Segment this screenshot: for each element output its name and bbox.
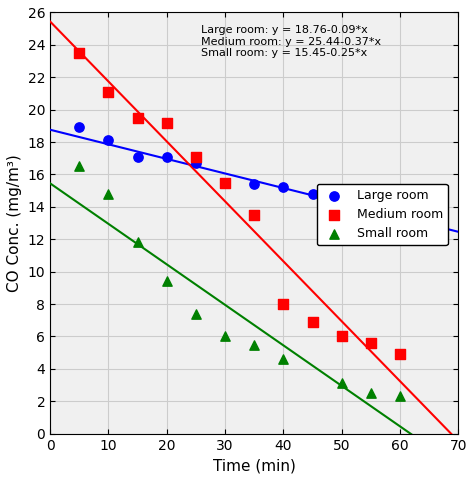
Large room [367, 200, 374, 207]
Medium room [134, 114, 141, 121]
Medium room [338, 333, 346, 340]
Medium room [396, 350, 404, 358]
Medium room [221, 179, 229, 186]
Medium room [309, 318, 316, 326]
Text: Large room: y = 18.76-0.09*x
Medium room: y = 25.44-0.37*x
Small room: y = 15.45: Large room: y = 18.76-0.09*x Medium room… [201, 25, 381, 58]
Legend: Large room, Medium room, Small room: Large room, Medium room, Small room [317, 184, 448, 245]
X-axis label: Time (min): Time (min) [213, 458, 296, 473]
Large room [338, 193, 346, 201]
Medium room [367, 339, 374, 347]
Medium room [192, 153, 200, 160]
Large room [134, 153, 141, 160]
Medium room [105, 88, 112, 96]
Large room [396, 204, 404, 212]
Large room [309, 190, 316, 198]
Large room [105, 137, 112, 144]
Small room [105, 190, 112, 198]
Large room [280, 183, 287, 191]
Medium room [280, 300, 287, 308]
Small room [338, 380, 346, 387]
Small room [134, 239, 141, 246]
Large room [75, 124, 83, 132]
Small room [280, 355, 287, 363]
Small room [75, 163, 83, 170]
Large room [192, 159, 200, 167]
Small room [221, 333, 229, 340]
Medium room [163, 119, 171, 126]
Large room [163, 153, 171, 160]
Large room [221, 179, 229, 186]
Small room [192, 310, 200, 318]
Medium room [250, 211, 258, 219]
Small room [250, 341, 258, 348]
Small room [163, 277, 171, 285]
Small room [396, 393, 404, 400]
Small room [367, 389, 374, 397]
Y-axis label: CO Conc. (mg/m³): CO Conc. (mg/m³) [7, 154, 22, 292]
Large room [250, 180, 258, 188]
Medium room [75, 49, 83, 57]
